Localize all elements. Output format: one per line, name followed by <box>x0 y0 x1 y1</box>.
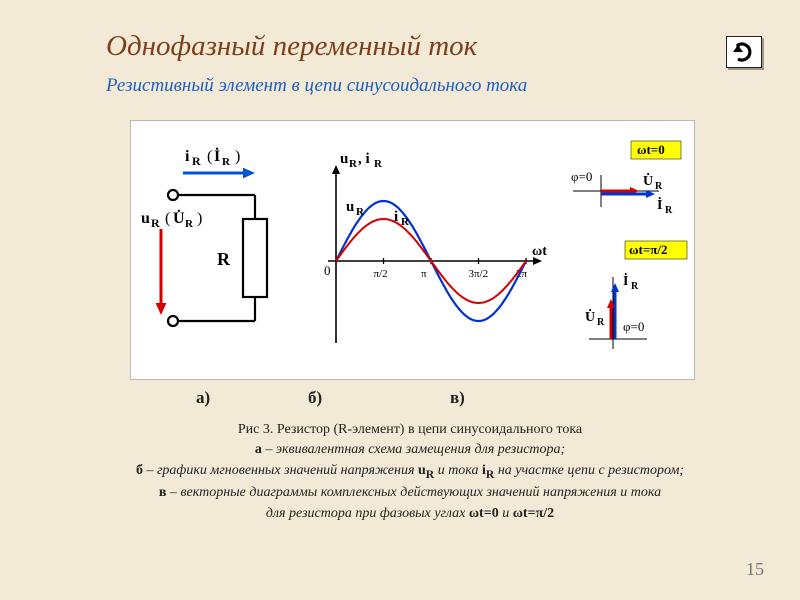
svg-text:(: ( <box>165 210 170 227</box>
caption-b-prefix: б <box>136 463 143 478</box>
svg-text:ωt=0: ωt=0 <box>637 142 665 157</box>
svg-text:π/2: π/2 <box>374 268 388 280</box>
svg-text:R: R <box>151 216 160 230</box>
svg-text:u: u <box>340 151 348 167</box>
svg-text:u: u <box>346 199 354 215</box>
sublabel-a: а) <box>196 388 210 408</box>
svg-text:i: i <box>394 209 398 225</box>
svg-text:, i: , i <box>358 151 370 167</box>
figure-svg: RiR(İR)uR(U̇R)0ωtuR, iRπ/2π3π/22πuRiRωt=… <box>131 121 696 381</box>
svg-text:ωt=π/2: ωt=π/2 <box>629 242 667 257</box>
caption-and: и <box>499 506 513 521</box>
svg-text:φ=0: φ=0 <box>571 169 592 184</box>
caption-u: u <box>418 463 426 478</box>
svg-text:İ: İ <box>657 196 662 213</box>
svg-text:R: R <box>597 317 605 328</box>
svg-text:u: u <box>141 210 150 227</box>
page-subtitle: Резистивный элемент в цепи синусоидально… <box>106 75 527 97</box>
svg-text:): ) <box>235 148 240 165</box>
svg-text:(: ( <box>207 148 212 165</box>
svg-text:R: R <box>192 154 201 168</box>
caption-title: Рис 3. Резистор (R-элемент) в цепи синус… <box>100 420 720 440</box>
svg-text:R: R <box>401 216 410 228</box>
sublabel-b: б) <box>308 388 322 408</box>
figure-caption: Рис 3. Резистор (R-элемент) в цепи синус… <box>100 420 720 524</box>
return-button[interactable] <box>726 36 762 68</box>
svg-text:İ: İ <box>214 146 220 165</box>
caption-wt2: ωt=π/2 <box>513 506 554 521</box>
svg-text:R: R <box>349 158 358 170</box>
figure-panel: RiR(İR)uR(U̇R)0ωtuR, iRπ/2π3π/22πuRiRωt=… <box>130 120 695 380</box>
svg-text:R: R <box>185 218 194 230</box>
svg-text:i: i <box>185 148 190 165</box>
svg-text:0: 0 <box>324 263 331 278</box>
svg-text:R: R <box>631 281 639 292</box>
caption-b-1: – графики мгновенных значений напряжения <box>143 463 418 478</box>
caption-b-2: и тока <box>434 463 482 478</box>
svg-text:φ=0: φ=0 <box>623 319 644 334</box>
svg-text:R: R <box>217 249 231 269</box>
svg-text:U̇: U̇ <box>643 172 653 189</box>
caption-wt1: ωt=0 <box>469 506 499 521</box>
svg-text:ωt: ωt <box>532 244 547 259</box>
caption-c-1: – векторные диаграммы комплексных действ… <box>166 485 661 500</box>
svg-text:3π/2: 3π/2 <box>469 268 489 280</box>
return-icon <box>731 41 757 63</box>
svg-text:U̇: U̇ <box>173 208 185 227</box>
svg-text:R: R <box>222 156 231 168</box>
svg-text:R: R <box>655 181 663 192</box>
svg-text:İ: İ <box>623 272 628 289</box>
svg-text:π: π <box>421 268 427 280</box>
svg-text:U̇: U̇ <box>585 308 595 325</box>
page-number: 15 <box>746 559 764 580</box>
caption-a-prefix: а <box>255 442 262 457</box>
sublabel-c: в) <box>450 388 465 408</box>
page-title: Однофазный переменный ток <box>106 30 477 63</box>
svg-text:R: R <box>356 206 365 218</box>
svg-text:): ) <box>197 210 202 227</box>
svg-text:R: R <box>665 205 673 216</box>
svg-text:R: R <box>374 158 383 170</box>
caption-u-sub: R <box>426 467 434 480</box>
caption-c-2a: для резистора при фазовых углах <box>266 506 469 521</box>
caption-a: – эквивалентная схема замещения для рези… <box>262 442 565 457</box>
caption-b-3: на участке цепи с резистором; <box>494 463 684 478</box>
